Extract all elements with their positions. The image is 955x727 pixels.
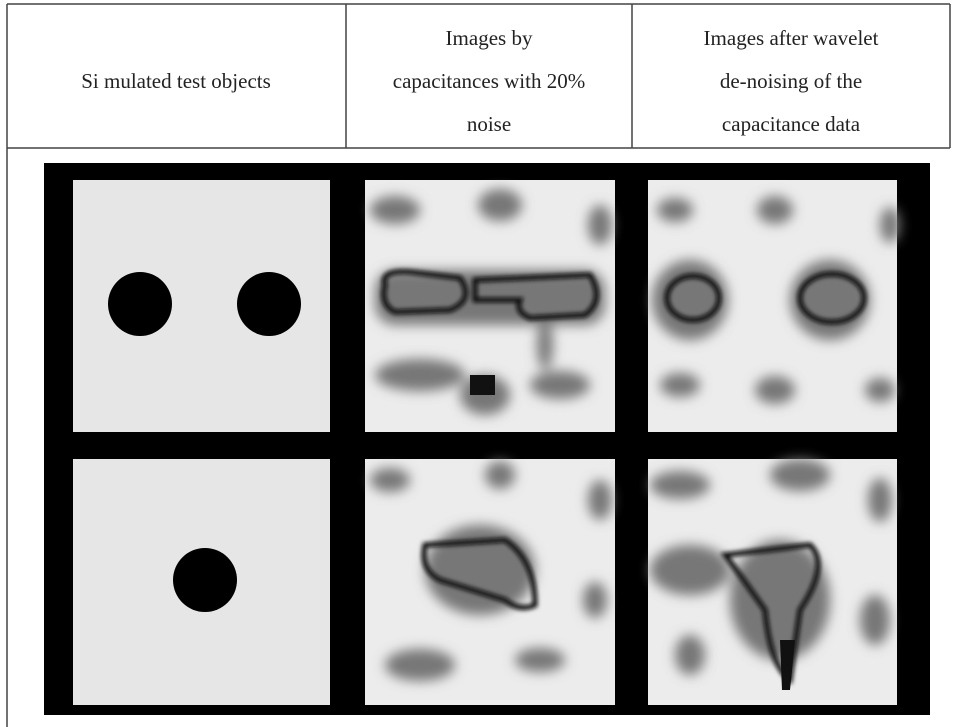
header-text: Si mulated test objects: [81, 69, 271, 93]
image-grid: [44, 163, 930, 715]
header-row: Si mulated test objects Images by capacita…: [81, 26, 878, 136]
header-text: Images by: [446, 26, 533, 50]
header-text: noise: [467, 112, 511, 136]
header-text: Images after wavelet: [704, 26, 879, 50]
header-text: capacitance data: [722, 112, 861, 136]
header-text: de-noising of the: [720, 69, 862, 93]
header-text: capacitances with 20%: [393, 69, 585, 93]
page: Si mulated test objects Images by capacita…: [0, 0, 955, 727]
figure-table: Si mulated test objects Images by capacita…: [0, 0, 955, 727]
